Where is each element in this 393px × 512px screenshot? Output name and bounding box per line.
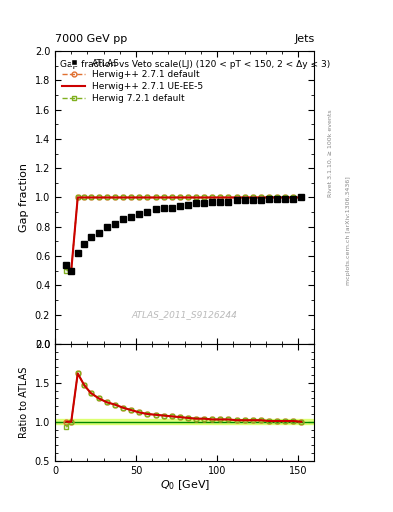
Text: Jets: Jets <box>294 33 314 44</box>
Y-axis label: Ratio to ATLAS: Ratio to ATLAS <box>19 367 29 438</box>
X-axis label: $Q_0$ [GeV]: $Q_0$ [GeV] <box>160 478 210 492</box>
Text: Rivet 3.1.10, ≥ 100k events: Rivet 3.1.10, ≥ 100k events <box>328 110 333 198</box>
Y-axis label: Gap fraction: Gap fraction <box>19 163 29 232</box>
Text: mcplots.cern.ch [arXiv:1306.3436]: mcplots.cern.ch [arXiv:1306.3436] <box>346 176 351 285</box>
Text: ATLAS_2011_S9126244: ATLAS_2011_S9126244 <box>132 310 238 319</box>
Text: 7000 GeV pp: 7000 GeV pp <box>55 33 127 44</box>
Text: Gap fraction vs Veto scale(LJ) (120 < pT < 150, 2 < Δy < 3): Gap fraction vs Veto scale(LJ) (120 < pT… <box>60 60 331 69</box>
Legend: ATLAS, Herwig++ 2.7.1 default, Herwig++ 2.7.1 UE-EE-5, Herwig 7.2.1 default: ATLAS, Herwig++ 2.7.1 default, Herwig++ … <box>59 56 206 106</box>
